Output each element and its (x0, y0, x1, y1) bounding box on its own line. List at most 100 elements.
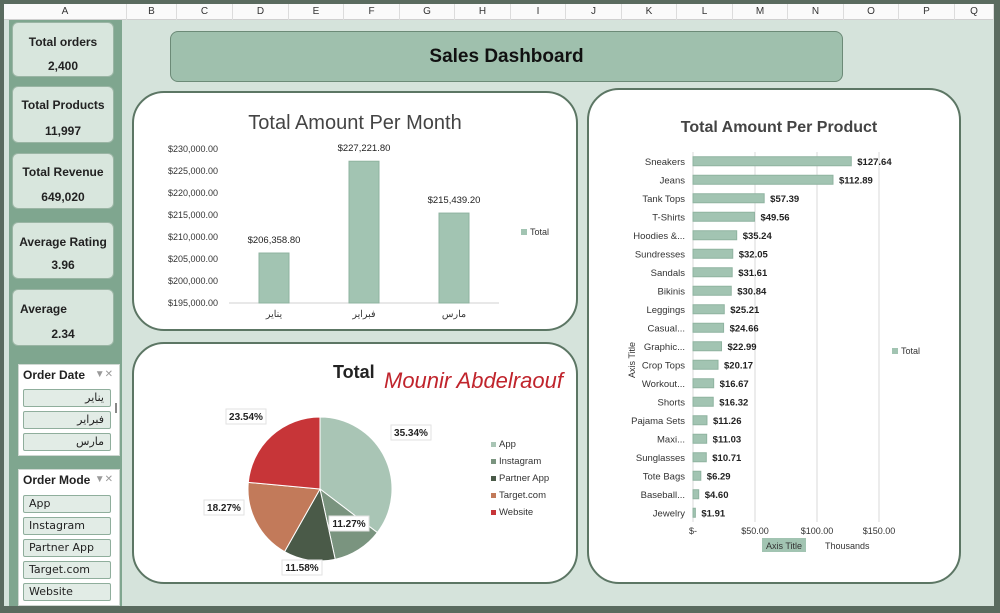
y-tick-label: $205,000.00 (168, 254, 218, 264)
slicer-item-february[interactable]: فبراير (23, 411, 111, 429)
pie-slice[interactable] (247, 481, 321, 553)
bar-data-label: $32.05 (739, 249, 769, 260)
bar[interactable] (692, 322, 725, 333)
y-tick-label: Hoodies &... (633, 231, 685, 242)
bar-data-label: $227,221.80 (338, 143, 391, 154)
column-header-o[interactable]: O (844, 4, 899, 20)
column-header-b[interactable]: B (127, 4, 177, 20)
x-tick-label: $- (689, 526, 697, 536)
kpi-total-orders[interactable]: Total orders 2,400 (12, 22, 114, 77)
slicer-item-january[interactable]: يناير (23, 389, 111, 407)
x-tick-label: يناير (265, 309, 283, 320)
y-tick-label: Leggings (646, 305, 685, 316)
kpi-average[interactable]: Average 2.34 (12, 289, 114, 346)
bar-data-label: $16.32 (719, 397, 748, 408)
kpi-total-products[interactable]: Total Products 11,997 (12, 86, 114, 143)
bar[interactable] (438, 212, 470, 304)
y-tick-label: $195,000.00 (168, 298, 218, 308)
y-tick-label: $220,000.00 (168, 188, 218, 198)
legend-label: Total (901, 346, 920, 356)
slicer-item-app[interactable]: App (23, 495, 111, 513)
bar-data-label: $31.61 (738, 268, 768, 279)
bar[interactable] (692, 489, 700, 500)
bar[interactable] (692, 452, 707, 463)
y-tick-label: T-Shirts (652, 212, 685, 223)
column-header-q[interactable]: Q (955, 4, 994, 20)
column-header-d[interactable]: D (233, 4, 289, 20)
clear-filter-icon[interactable]: ▼✕ (94, 369, 113, 380)
bar[interactable] (692, 174, 834, 185)
bar[interactable] (692, 285, 732, 296)
kpi-value: 649,020 (41, 190, 85, 204)
column-header-n[interactable]: N (788, 4, 844, 20)
slicer-item-partner-app[interactable]: Partner App (23, 539, 111, 557)
bar[interactable] (692, 230, 738, 241)
bar[interactable] (692, 470, 702, 481)
bar[interactable] (692, 415, 708, 426)
legend-label: Website (499, 507, 533, 518)
column-header-c[interactable]: C (177, 4, 233, 20)
bar[interactable] (692, 507, 696, 518)
signature-watermark: Mounir Abdelraouf (384, 368, 566, 393)
x-tick-label: فبراير (351, 309, 376, 320)
bar[interactable] (692, 359, 719, 370)
pie-slice[interactable] (319, 416, 393, 534)
column-header-l[interactable]: L (677, 4, 733, 20)
product-chart-card[interactable]: Total Amount Per Product $- $50.00 $100.00… (587, 88, 961, 584)
slicer-item-instagram[interactable]: Instagram (23, 517, 111, 535)
column-header-i[interactable]: I (511, 4, 566, 20)
y-tick-label: $210,000.00 (168, 232, 218, 242)
slicer-title: Order Date (23, 368, 86, 382)
y-tick-label: Sneakers (645, 157, 685, 168)
slicer-item-website[interactable]: Website (23, 583, 111, 601)
bar[interactable] (258, 252, 290, 304)
pie-chart-card[interactable]: Total Mounir Abdelraouf 35.34% 11.27% 11.5… (132, 342, 578, 584)
pie-data-label: 35.34% (394, 428, 428, 439)
bar[interactable] (692, 304, 725, 315)
clear-filter-icon[interactable]: ▼✕ (94, 474, 113, 485)
column-header-bar: A B C D E F G H I J K L M N O P Q (4, 4, 994, 20)
column-header-e[interactable]: E (289, 4, 344, 20)
column-header-a[interactable]: A (4, 4, 127, 20)
x-axis-title[interactable]: Axis Title (766, 541, 802, 551)
column-header-h[interactable]: H (455, 4, 511, 20)
column-header-g[interactable]: G (400, 4, 455, 20)
y-tick-label: Crop Tops (642, 360, 685, 371)
pie-data-label: 23.54% (229, 412, 263, 423)
column-header-p[interactable]: P (899, 4, 955, 20)
bar[interactable] (348, 160, 380, 304)
y-tick-label: Bikinis (658, 286, 686, 297)
column-header-m[interactable]: M (733, 4, 788, 20)
kpi-average-rating[interactable]: Average Rating 3.96 (12, 222, 114, 279)
month-chart-card[interactable]: Total Amount Per Month $195,000.00 $200,0… (132, 91, 578, 331)
scrollbar-thumb[interactable] (115, 403, 117, 413)
bar[interactable] (692, 378, 715, 389)
column-header-f[interactable]: F (344, 4, 400, 20)
legend-swatch (491, 510, 496, 515)
data-label-box (203, 499, 245, 516)
bar[interactable] (692, 341, 723, 352)
column-header-k[interactable]: K (622, 4, 677, 20)
slicer-item-march[interactable]: مارس (23, 433, 111, 451)
kpi-label: Average Rating (19, 235, 107, 249)
bar[interactable] (692, 193, 765, 204)
slicer-item-target[interactable]: Target.com (23, 561, 111, 579)
y-tick-label: Baseball... (641, 490, 685, 501)
column-header-j[interactable]: J (566, 4, 622, 20)
y-axis-title[interactable]: Axis Title (627, 342, 637, 378)
bar[interactable] (692, 396, 714, 407)
pie-slice[interactable] (247, 416, 321, 490)
y-tick-label: $215,000.00 (168, 210, 218, 220)
y-tick-label: Pajama Sets (631, 416, 685, 427)
bar-data-label: $127.64 (857, 157, 892, 168)
x-axis-title-box[interactable] (762, 538, 806, 552)
x-tick-label: $100.00 (801, 526, 834, 536)
bar[interactable] (692, 211, 755, 222)
bar[interactable] (692, 267, 733, 278)
bar[interactable] (692, 433, 708, 444)
bar[interactable] (692, 248, 734, 259)
bar[interactable] (692, 156, 852, 167)
kpi-total-revenue[interactable]: Total Revenue 649,020 (12, 153, 114, 209)
dashboard-title-box: Sales Dashboard (170, 31, 843, 82)
bar-data-label: $10.71 (712, 453, 742, 464)
